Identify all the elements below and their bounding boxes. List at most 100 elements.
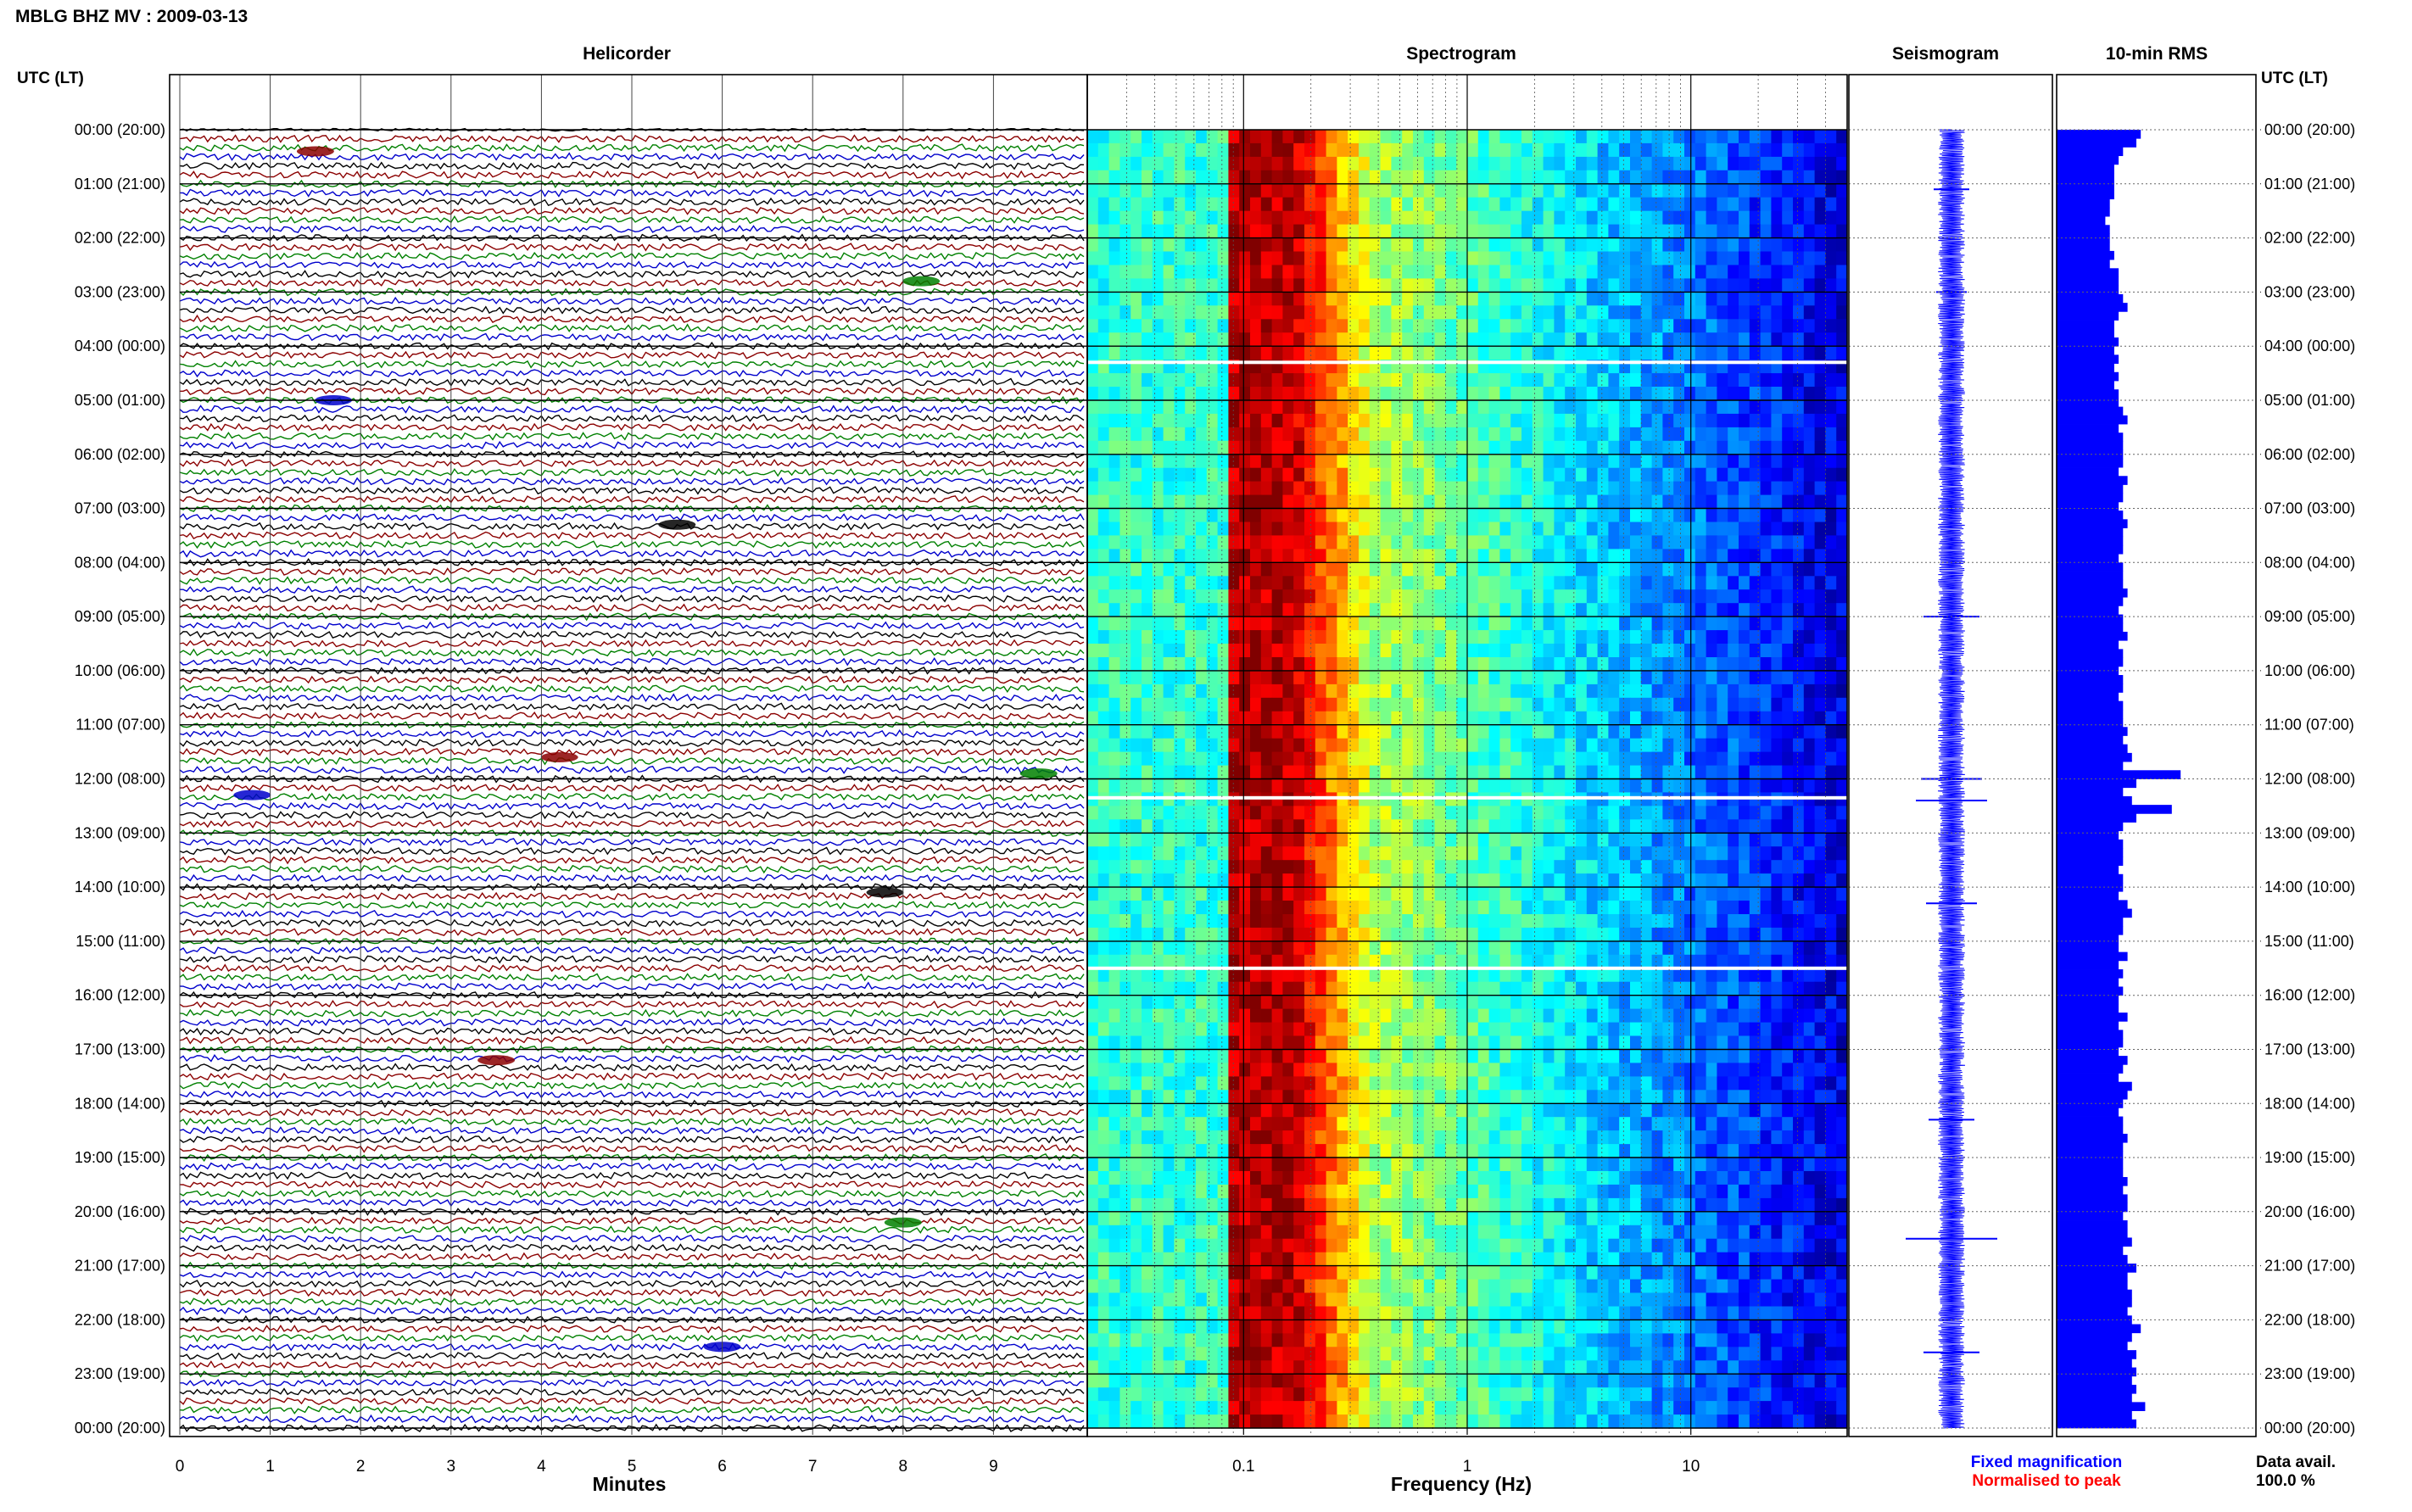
spectrogram-cell bbox=[1304, 738, 1316, 753]
spectrogram-cell bbox=[1402, 778, 1414, 793]
spectrogram-cell bbox=[1717, 738, 1728, 753]
spectrogram-cell bbox=[1380, 860, 1392, 874]
spectrogram-cell bbox=[1097, 887, 1110, 901]
spectrogram-cell bbox=[1391, 251, 1403, 265]
spectrogram-cell bbox=[1456, 481, 1468, 496]
spectrogram-cell bbox=[1152, 914, 1164, 929]
spectrogram-cell bbox=[1456, 210, 1468, 226]
spectrogram-cell bbox=[1119, 806, 1131, 820]
spectrogram-cell bbox=[1217, 981, 1229, 996]
spectrogram-cell bbox=[1565, 670, 1577, 685]
spectrogram-cell bbox=[1434, 589, 1446, 604]
spectrogram-cell bbox=[1554, 778, 1566, 793]
spectrogram-cell bbox=[1293, 467, 1305, 483]
spectrogram-cell bbox=[1402, 319, 1414, 333]
spectrogram-cell bbox=[1684, 197, 1696, 212]
spectrogram-cell bbox=[1293, 860, 1305, 874]
spectrogram-cell bbox=[1282, 387, 1294, 401]
spectrogram-cell bbox=[1477, 251, 1490, 265]
spectrogram-cell bbox=[1097, 630, 1110, 644]
spectrogram-cell bbox=[1477, 630, 1490, 644]
spectrogram-cell bbox=[1315, 833, 1327, 847]
spectrogram-cell bbox=[1097, 765, 1110, 780]
spectrogram-cell bbox=[1174, 697, 1186, 712]
spectrogram-cell bbox=[1576, 724, 1588, 739]
spectrogram-cell bbox=[1477, 400, 1490, 415]
spectrogram-cell bbox=[1196, 819, 1208, 834]
spectrogram-cell bbox=[1348, 183, 1360, 198]
spectrogram-cell bbox=[1097, 1022, 1110, 1037]
spectrogram-cell bbox=[1662, 644, 1674, 658]
spectrogram-cell bbox=[1217, 481, 1229, 496]
spectrogram-cell bbox=[1282, 954, 1294, 969]
spectrogram-cell bbox=[1532, 508, 1544, 522]
spectrogram-cell bbox=[1814, 387, 1826, 401]
spectrogram-cell bbox=[1739, 765, 1750, 780]
spectrogram-cell bbox=[1662, 846, 1674, 861]
spectrogram-cell bbox=[1196, 305, 1208, 320]
spectrogram-cell bbox=[1282, 156, 1294, 171]
spectrogram-cell bbox=[1108, 630, 1120, 644]
spectrogram-cell bbox=[1760, 427, 1772, 442]
spectrogram-cell bbox=[1348, 142, 1360, 158]
spectrogram-cell bbox=[1597, 251, 1609, 265]
spectrogram-cell bbox=[1413, 292, 1425, 306]
spectrogram-cell bbox=[1282, 1022, 1294, 1037]
spectrogram-cell bbox=[1499, 130, 1511, 144]
spectrogram-cell bbox=[1510, 237, 1522, 253]
spectrogram-cell bbox=[1499, 1049, 1511, 1063]
spectrogram-cell bbox=[1499, 589, 1511, 604]
spectrogram-cell bbox=[1260, 522, 1273, 536]
spectrogram-cell bbox=[1640, 846, 1653, 861]
spectrogram-cell bbox=[1728, 806, 1739, 820]
spectrogram-cell bbox=[1488, 873, 1500, 888]
spectrogram-cell bbox=[1445, 1035, 1457, 1050]
spectrogram-cell bbox=[1684, 387, 1696, 401]
spectrogram-cell bbox=[1196, 142, 1208, 158]
spectrogram-cell bbox=[1510, 954, 1522, 969]
spectrogram-cell bbox=[1619, 481, 1631, 496]
spectrogram-cell bbox=[1597, 1008, 1609, 1024]
spectrogram-cell bbox=[1782, 183, 1794, 198]
spectrogram-cell bbox=[1402, 170, 1414, 185]
spectrogram-cell bbox=[1576, 1063, 1588, 1077]
spectrogram-cell bbox=[1717, 589, 1728, 604]
spectrogram-cell bbox=[1532, 535, 1544, 550]
spectrogram-cell bbox=[1510, 481, 1522, 496]
spectrogram-cell bbox=[1131, 251, 1142, 265]
spectrogram-cell bbox=[1717, 440, 1728, 455]
spectrogram-cell bbox=[1662, 954, 1674, 969]
spectrogram-cell bbox=[1717, 210, 1728, 226]
spectrogram-cell bbox=[1836, 819, 1848, 834]
spectrogram-cell bbox=[1695, 927, 1707, 942]
spectrogram-cell bbox=[1640, 1035, 1653, 1050]
spectrogram-cell bbox=[1359, 237, 1371, 253]
spectrogram-cell bbox=[1326, 562, 1337, 577]
spectrogram-cell bbox=[1434, 332, 1446, 347]
spectrogram-cell bbox=[1163, 873, 1175, 888]
spectrogram-cell bbox=[1608, 576, 1620, 590]
spectrogram-cell bbox=[1271, 657, 1283, 672]
spectrogram-cell bbox=[1597, 603, 1609, 617]
spectrogram-cell bbox=[1532, 522, 1544, 536]
spectrogram-cell bbox=[1543, 210, 1555, 226]
spectrogram-cell bbox=[1402, 1035, 1414, 1050]
spectrogram-cell bbox=[1760, 319, 1772, 333]
spectrogram-cell bbox=[1087, 1076, 1099, 1091]
spectrogram-cell bbox=[1597, 170, 1609, 185]
spectrogram-cell bbox=[1706, 981, 1717, 996]
spectrogram-cell bbox=[1695, 197, 1707, 212]
spectrogram-cell bbox=[1640, 968, 1653, 983]
spectrogram-cell bbox=[1510, 617, 1522, 631]
spectrogram-cell bbox=[1554, 887, 1566, 901]
spectrogram-cell bbox=[1554, 657, 1566, 672]
spectrogram-cell bbox=[1337, 738, 1348, 753]
spectrogram-cell bbox=[1260, 481, 1273, 496]
spectrogram-cell bbox=[1131, 332, 1142, 347]
spectrogram-cell bbox=[1163, 170, 1175, 185]
spectrogram-cell bbox=[1423, 724, 1436, 739]
spectrogram-cell bbox=[1423, 1076, 1436, 1091]
spectrogram-cell bbox=[1163, 197, 1175, 212]
spectrogram-cell bbox=[1413, 901, 1425, 915]
spectrogram-cell bbox=[1662, 860, 1674, 874]
